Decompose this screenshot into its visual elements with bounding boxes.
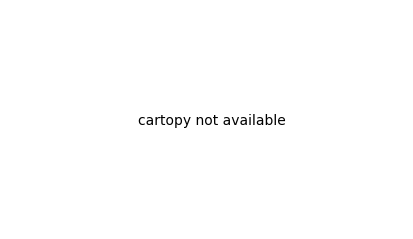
Text: cartopy not available: cartopy not available xyxy=(138,114,285,128)
